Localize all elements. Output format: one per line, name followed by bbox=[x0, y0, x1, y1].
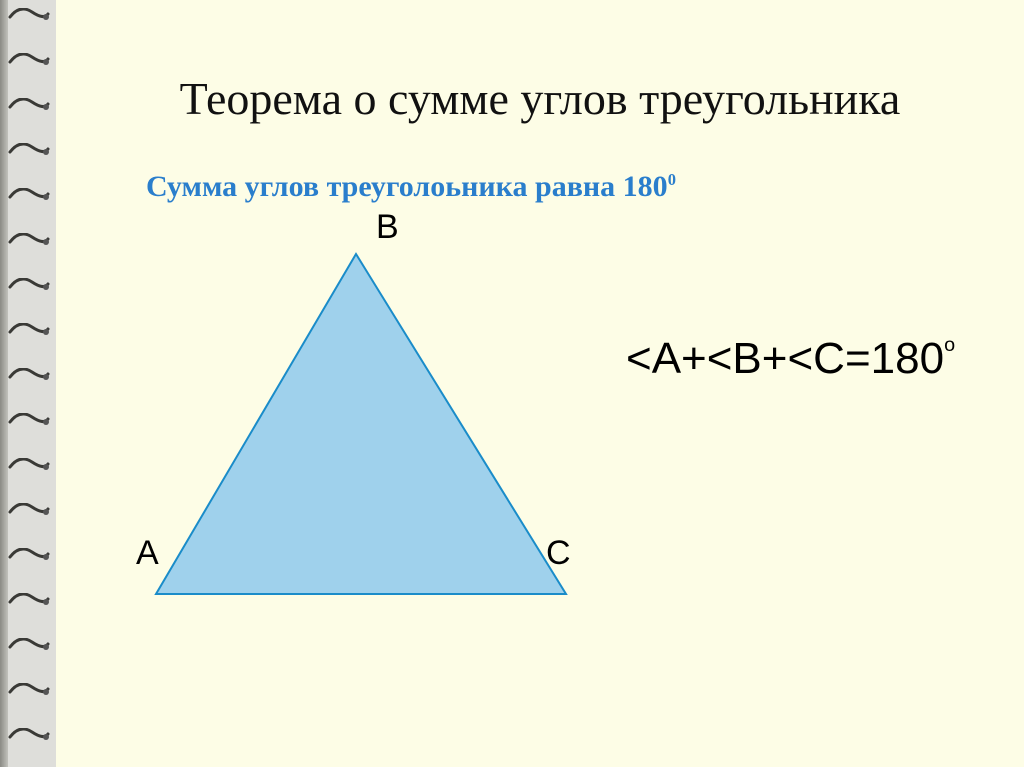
vertex-label-a: A bbox=[136, 534, 159, 573]
spiral-ring bbox=[8, 278, 50, 296]
content-area: A B C <A+<B+<C=180о bbox=[96, 214, 984, 634]
spiral-ring bbox=[8, 53, 50, 71]
spiral-ring bbox=[8, 638, 50, 656]
theorem-statement: Сумма углов треуголоьника равна 1800 bbox=[146, 170, 984, 204]
spiral-ring bbox=[8, 233, 50, 251]
spiral-ring bbox=[8, 323, 50, 341]
vertex-label-c: C bbox=[546, 534, 571, 573]
formula-text: <A+<B+<C=180 bbox=[626, 334, 944, 383]
spiral-ring bbox=[8, 143, 50, 161]
spiral-ring bbox=[8, 593, 50, 611]
slide-title: Теорема о сумме углов треугольника bbox=[96, 70, 984, 128]
spiral-ring bbox=[8, 188, 50, 206]
spiral-rings bbox=[6, 0, 56, 767]
spiral-ring bbox=[8, 683, 50, 701]
triangle-diagram: A B C bbox=[126, 214, 586, 634]
spiral-ring bbox=[8, 503, 50, 521]
triangle-svg bbox=[126, 214, 586, 614]
slide-area: Теорема о сумме углов треугольника Сумма… bbox=[56, 0, 1024, 767]
theorem-text: Сумма углов треуголоьника равна 180 bbox=[146, 170, 668, 203]
vertex-label-b: B bbox=[376, 208, 399, 247]
spiral-ring bbox=[8, 368, 50, 386]
spiral-ring bbox=[8, 458, 50, 476]
spiral-ring bbox=[8, 413, 50, 431]
spiral-ring bbox=[8, 98, 50, 116]
formula-degree-sup: о bbox=[944, 334, 955, 356]
triangle-shape bbox=[156, 254, 566, 594]
theorem-degree-sup: 0 bbox=[668, 170, 676, 189]
spiral-ring bbox=[8, 8, 50, 26]
spiral-ring bbox=[8, 548, 50, 566]
angle-sum-formula: <A+<B+<C=180о bbox=[626, 334, 955, 384]
spiral-ring bbox=[8, 728, 50, 746]
